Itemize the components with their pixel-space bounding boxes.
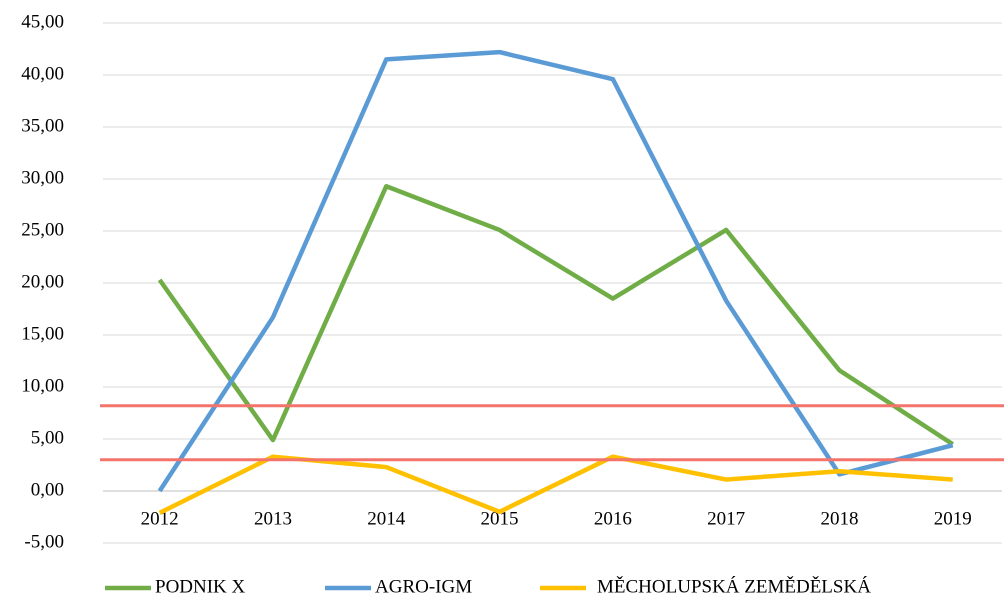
x-tick-label: 2015 bbox=[481, 508, 519, 529]
x-tick-label: 2014 bbox=[367, 508, 406, 529]
x-tick-label: 2017 bbox=[707, 508, 745, 529]
legend-label: PODNIK X bbox=[155, 576, 246, 597]
legend-label: AGRO-IGM bbox=[375, 576, 472, 597]
y-tick-label: 40,00 bbox=[21, 63, 64, 84]
y-tick-label: -5,00 bbox=[24, 531, 64, 552]
y-tick-label: 20,00 bbox=[21, 271, 64, 292]
y-tick-label: 15,00 bbox=[21, 323, 64, 344]
y-tick-label: 25,00 bbox=[21, 219, 64, 240]
y-tick-label: 30,00 bbox=[21, 167, 64, 188]
y-tick-label: 0,00 bbox=[31, 479, 64, 500]
x-tick-label: 2013 bbox=[254, 508, 292, 529]
x-tick-label: 2016 bbox=[594, 508, 632, 529]
legend-label: MĚCHOLUPSKÁ ZEMĚDĚLSKÁ bbox=[597, 575, 871, 597]
x-tick-label: 2019 bbox=[934, 508, 972, 529]
y-tick-label: 45,00 bbox=[21, 11, 64, 32]
series-line bbox=[157, 184, 954, 447]
y-tick-label: 35,00 bbox=[21, 115, 64, 136]
x-tick-label: 2012 bbox=[141, 508, 179, 529]
series-line bbox=[157, 49, 954, 493]
x-tick-label: 2018 bbox=[820, 508, 858, 529]
y-tick-label: 10,00 bbox=[21, 375, 64, 396]
y-tick-label: 5,00 bbox=[31, 427, 64, 448]
